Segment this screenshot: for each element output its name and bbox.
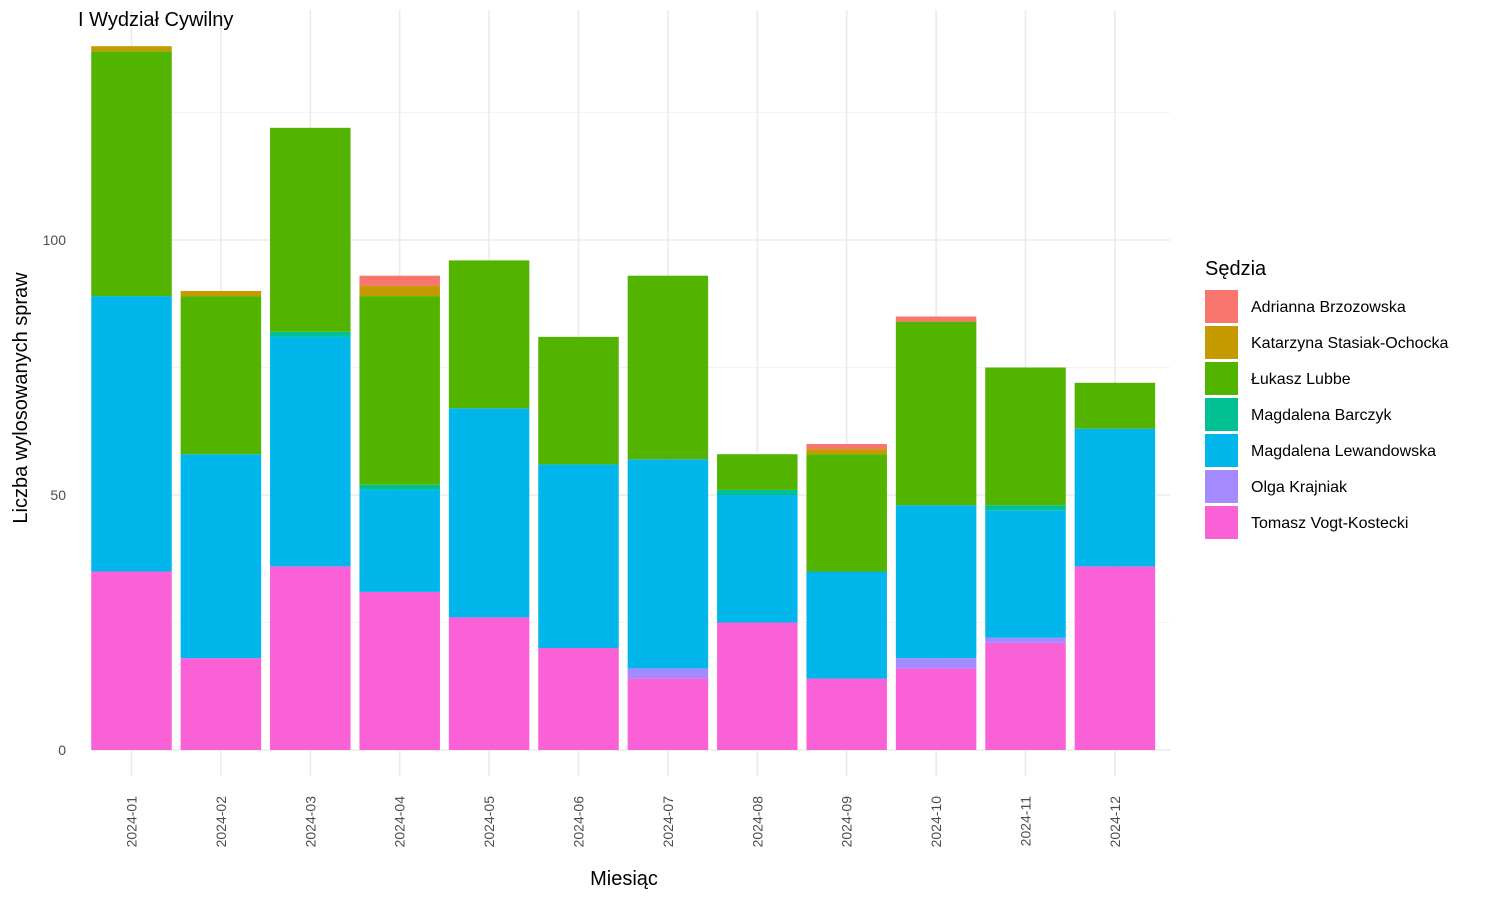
y-tick-label: 100 — [43, 232, 67, 248]
legend-label: Tomasz Vogt-Kostecki — [1251, 515, 1408, 532]
legend-label: Magdalena Barczyk — [1251, 407, 1393, 424]
bar-segment — [895, 316, 977, 322]
legend-label: Olga Krajniak — [1251, 479, 1348, 496]
legend-label: Adrianna Brzozowska — [1251, 299, 1406, 316]
bar-segment — [806, 571, 887, 679]
bar-segment — [627, 459, 709, 669]
plot-title: I Wydział Cywilny — [78, 9, 233, 31]
x-tick-label: 2024-01 — [124, 796, 140, 848]
bar-segment — [538, 464, 619, 648]
bar-segment — [806, 678, 887, 750]
y-tick-label: 50 — [50, 487, 66, 503]
x-axis-title: Miesiąc — [590, 868, 658, 890]
bar-segment — [985, 367, 1066, 506]
bar-segment — [627, 668, 709, 679]
bar-segment — [717, 489, 798, 495]
bar-segment — [448, 260, 530, 409]
bar-segment — [895, 668, 977, 750]
bar-segment — [1074, 382, 1156, 429]
bar-segment — [91, 571, 172, 750]
bar-segment — [180, 291, 262, 297]
legend-title: Sędzia — [1205, 258, 1267, 280]
bar-segment — [359, 285, 440, 297]
bar-segment — [359, 275, 440, 286]
bar-segment — [448, 408, 530, 618]
bar-segment — [359, 296, 440, 485]
bar-segment — [270, 336, 351, 567]
legend-swatch — [1205, 326, 1238, 359]
legend-label: Łukasz Lubbe — [1251, 371, 1351, 388]
bar-segment — [627, 275, 709, 460]
x-tick-label: 2024-12 — [1107, 796, 1123, 848]
bar-segment — [985, 510, 1066, 638]
bar-segment — [806, 449, 887, 455]
bar-segment — [270, 331, 351, 337]
bar-segment — [717, 622, 798, 750]
x-tick-label: 2024-05 — [481, 796, 497, 848]
x-tick-label: 2024-04 — [392, 796, 408, 848]
bar-segment — [1074, 566, 1156, 750]
bar-segment — [806, 444, 887, 450]
bar-segment — [985, 505, 1066, 511]
bar-segment — [895, 321, 977, 506]
legend: Sędzia Adrianna Brzozowska Katarzyna Stas… — [1205, 258, 1449, 539]
bar-segment — [91, 46, 172, 52]
axis-layer: 0 50 100 2024-01 2024-02 2024-03 2024-04 2024-0… — [43, 232, 1123, 847]
bar-segment — [717, 454, 798, 490]
bar-segment — [91, 296, 172, 572]
bar-segment — [91, 51, 172, 297]
bar-segment — [717, 495, 798, 623]
legend-label: Magdalena Lewandowska — [1251, 443, 1436, 460]
bar-segment — [895, 658, 977, 669]
bar-segment — [985, 637, 1066, 643]
legend-swatch — [1205, 398, 1238, 431]
x-tick-label: 2024-02 — [213, 796, 229, 848]
bar-segment — [538, 648, 619, 750]
x-tick-label: 2024-07 — [660, 796, 676, 848]
bar-segment — [359, 591, 440, 750]
legend-swatch — [1205, 434, 1238, 467]
bar-segment — [448, 617, 530, 750]
bar-segment — [985, 642, 1066, 750]
bar-segment — [895, 505, 977, 659]
bar-segment — [180, 454, 262, 659]
bar-segment — [627, 678, 709, 750]
legend-swatch — [1205, 362, 1238, 395]
x-tick-label: 2024-08 — [749, 796, 765, 848]
bar-segment — [538, 336, 619, 465]
x-tick-label: 2024-06 — [571, 796, 587, 848]
bar-segment — [359, 489, 440, 592]
bar-segment — [270, 566, 351, 750]
x-tick-label: 2024-10 — [928, 796, 944, 848]
bar-segment — [270, 127, 351, 332]
bar-segment — [180, 296, 262, 455]
legend-swatch — [1205, 506, 1238, 539]
bar-segment — [180, 658, 262, 750]
y-tick-label: 0 — [58, 742, 66, 758]
bar-segment — [359, 484, 440, 490]
legend-label: Katarzyna Stasiak-Ochocka — [1251, 335, 1449, 352]
x-tick-label: 2024-11 — [1018, 796, 1034, 847]
x-tick-label: 2024-09 — [839, 796, 855, 848]
y-axis-title: Liczba wylosowanych spraw — [10, 272, 32, 524]
x-tick-label: 2024-03 — [302, 796, 318, 848]
legend-swatch — [1205, 290, 1238, 323]
legend-swatch — [1205, 470, 1238, 503]
bar-segment — [806, 454, 887, 572]
bar-segment — [1074, 428, 1156, 567]
bar-layer — [91, 46, 1156, 750]
